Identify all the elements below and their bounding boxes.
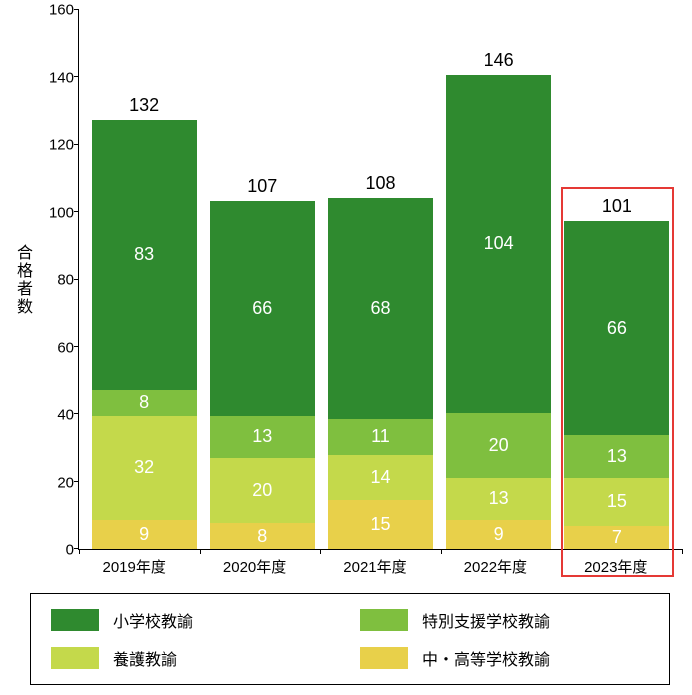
chart-plot-area: 合格者数 020406080100120140160 1329328831078…: [10, 10, 682, 550]
bar-group: 132 932883: [92, 95, 197, 549]
bar-segment-nursing: 13: [446, 478, 551, 520]
y-tick-mark: [74, 413, 79, 414]
y-tick-label: 80: [57, 272, 74, 289]
y-tick-mark: [74, 9, 79, 10]
y-tick-label: 140: [49, 69, 74, 86]
bar-segment-elementary: 83: [92, 120, 197, 390]
y-tick-mark: [74, 481, 79, 482]
bar-stack: 932883: [92, 120, 197, 549]
y-tick-label: 120: [49, 137, 74, 154]
y-tick-mark: [74, 76, 79, 77]
bar-segment-nursing: 32: [92, 416, 197, 520]
y-tick-label: 40: [57, 407, 74, 424]
y-axis: 020406080100120140160: [38, 10, 78, 550]
stacked-bar-chart: 合格者数 020406080100120140160 1329328831078…: [10, 10, 682, 685]
bar-segment-special: 11: [328, 419, 433, 455]
x-tick-mark: [200, 549, 201, 554]
bar-group: 101 7151366: [564, 196, 669, 549]
x-tick-mark: [79, 549, 80, 554]
legend: 小学校教諭 特別支援学校教諭養護教諭 中・高等学校教諭: [30, 593, 670, 685]
y-tick-mark: [74, 144, 79, 145]
bar-segment-middle_high: 8: [210, 523, 315, 549]
bar-total-label: 108: [365, 173, 395, 194]
bar-segment-special: 13: [564, 435, 669, 477]
bar-group: 107 8201366: [210, 176, 315, 549]
bar-segment-elementary: 66: [564, 221, 669, 436]
bar-group: 146 91320104: [446, 50, 551, 550]
bar-stack: 8201366: [210, 201, 315, 549]
y-tick-label: 0: [66, 542, 74, 559]
y-tick-mark: [74, 346, 79, 347]
bar-segment-nursing: 14: [328, 455, 433, 501]
bar-total-label: 132: [129, 95, 159, 116]
plot-region: 1329328831078201366108151411681469132010…: [78, 10, 682, 550]
bar-segment-nursing: 20: [210, 458, 315, 523]
bar-segment-special: 13: [210, 416, 315, 458]
legend-label: 中・高等学校教諭: [422, 646, 550, 670]
bar-segment-middle_high: 9: [446, 520, 551, 549]
legend-label: 特別支援学校教諭: [422, 608, 550, 632]
y-tick-mark: [74, 211, 79, 212]
x-tick-mark: [561, 549, 562, 554]
bar-stack: 7151366: [564, 221, 669, 549]
y-tick-mark: [74, 279, 79, 280]
legend-swatch: [360, 647, 408, 669]
legend-swatch: [360, 609, 408, 631]
legend-label: 養護教諭: [113, 646, 177, 670]
legend-item-elementary: 小学校教諭: [51, 608, 340, 632]
bar-segment-nursing: 15: [564, 478, 669, 527]
y-tick-label: 100: [49, 204, 74, 221]
y-axis-title: 合格者数: [10, 244, 34, 316]
x-axis-label: 2023年度: [563, 556, 668, 577]
bar-segment-middle_high: 7: [564, 526, 669, 549]
x-axis-label: 2022年度: [443, 556, 548, 577]
x-tick-mark: [441, 549, 442, 554]
bar-segment-middle_high: 9: [92, 520, 197, 549]
legend-item-special: 特別支援学校教諭: [360, 608, 649, 632]
bar-segment-middle_high: 15: [328, 500, 433, 549]
bar-total-label: 107: [247, 176, 277, 197]
legend-item-middle_high: 中・高等学校教諭: [360, 646, 649, 670]
x-axis: 2019年度 2020年度 2021年度 2022年度 2023年度: [68, 556, 682, 577]
x-tick-mark: [682, 549, 683, 554]
y-tick-label: 60: [57, 339, 74, 356]
bar-stack: 91320104: [446, 75, 551, 550]
bar-segment-special: 20: [446, 413, 551, 478]
bar-total-label: 101: [602, 196, 632, 217]
x-axis-label: 2021年度: [322, 556, 427, 577]
y-tick-label: 20: [57, 474, 74, 491]
bars-container: 1329328831078201366108151411681469132010…: [79, 10, 682, 549]
legend-item-nursing: 養護教諭: [51, 646, 340, 670]
x-axis-label: 2019年度: [82, 556, 187, 577]
legend-label: 小学校教諭: [113, 608, 193, 632]
x-axis-label: 2020年度: [202, 556, 307, 577]
bar-segment-elementary: 68: [328, 198, 433, 419]
legend-swatch: [51, 609, 99, 631]
legend-swatch: [51, 647, 99, 669]
bar-segment-elementary: 104: [446, 75, 551, 413]
x-tick-mark: [320, 549, 321, 554]
bar-segment-special: 8: [92, 390, 197, 416]
y-tick-label: 160: [49, 2, 74, 19]
bar-segment-elementary: 66: [210, 201, 315, 416]
bar-total-label: 146: [484, 50, 514, 71]
bar-stack: 15141168: [328, 198, 433, 549]
bar-group: 108 15141168: [328, 173, 433, 549]
